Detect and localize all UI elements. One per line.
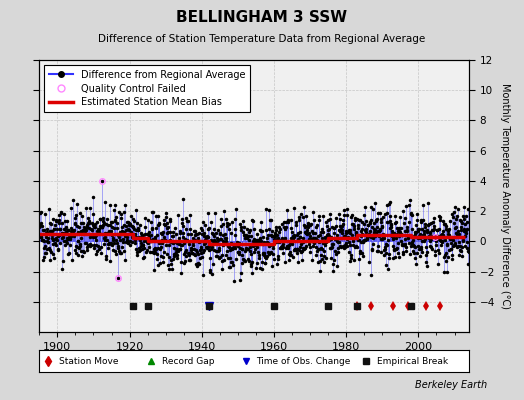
Text: Difference of Station Temperature Data from Regional Average: Difference of Station Temperature Data f…	[99, 34, 425, 44]
Legend: Difference from Regional Average, Quality Control Failed, Estimated Station Mean: Difference from Regional Average, Qualit…	[44, 65, 250, 112]
Text: Record Gap: Record Gap	[162, 356, 214, 366]
Text: Empirical Break: Empirical Break	[377, 356, 447, 366]
Text: BELLINGHAM 3 SSW: BELLINGHAM 3 SSW	[177, 10, 347, 25]
Text: Berkeley Earth: Berkeley Earth	[415, 380, 487, 390]
Text: Station Move: Station Move	[59, 356, 118, 366]
Text: Time of Obs. Change: Time of Obs. Change	[256, 356, 351, 366]
Y-axis label: Monthly Temperature Anomaly Difference (°C): Monthly Temperature Anomaly Difference (…	[500, 83, 510, 309]
